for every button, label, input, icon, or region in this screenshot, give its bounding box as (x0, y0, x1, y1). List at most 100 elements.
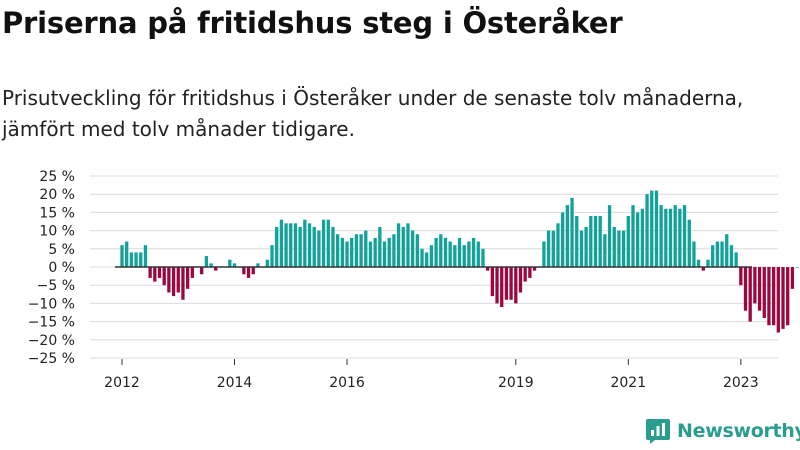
newsworthy-bar-chart-icon (646, 419, 670, 444)
bar (143, 245, 148, 267)
bar (401, 226, 405, 267)
x-tick-label: 2021 (610, 375, 646, 391)
bar (668, 208, 673, 267)
bar (153, 267, 157, 282)
bar (687, 219, 691, 267)
bar (523, 267, 527, 282)
bar (682, 205, 687, 267)
bar (317, 230, 321, 267)
y-tick-label: 10 % (39, 224, 75, 240)
bar (659, 205, 663, 267)
bar (312, 226, 316, 267)
bar (279, 219, 284, 267)
bar (561, 212, 565, 267)
bar (284, 223, 288, 267)
bar (439, 234, 443, 267)
bar (486, 267, 490, 271)
y-tick-label: −20 % (28, 333, 75, 349)
bar (570, 197, 574, 267)
bar (725, 234, 729, 267)
bar (579, 230, 584, 267)
bar (598, 216, 602, 267)
bar (457, 237, 462, 267)
bar (162, 267, 166, 286)
y-tick-label: −15 % (28, 315, 75, 331)
bar (748, 267, 752, 322)
bar (204, 256, 209, 267)
bar (706, 259, 710, 267)
bar (612, 226, 616, 267)
bar (786, 267, 790, 326)
bar (654, 190, 659, 267)
bar (307, 223, 312, 267)
y-tick-label: 25 % (39, 169, 75, 185)
bar (326, 219, 330, 267)
y-tick-label: 20 % (39, 187, 75, 203)
bar (589, 216, 593, 267)
bar (392, 234, 396, 267)
x-axis: 2012201420162019202120232025 (104, 359, 759, 391)
bar (246, 267, 251, 278)
bar (565, 205, 570, 267)
bar (185, 267, 190, 289)
bar (406, 223, 410, 267)
bar (134, 252, 138, 267)
bar (636, 212, 640, 267)
bar (420, 248, 424, 267)
chart-bars (120, 190, 799, 333)
newsworthy-logo[interactable]: Newsworthy (645, 418, 800, 444)
y-tick-label: −25 % (28, 351, 75, 367)
bar (359, 234, 363, 267)
bar (514, 267, 518, 304)
bar (762, 267, 766, 318)
bar (734, 252, 738, 267)
bar (664, 208, 668, 267)
bar (171, 267, 176, 297)
bar (129, 252, 134, 267)
bar (795, 267, 799, 268)
bar (120, 245, 124, 267)
bar (396, 223, 401, 267)
x-tick-label: 2016 (329, 375, 365, 391)
bar (743, 267, 748, 311)
bar (429, 245, 434, 267)
bar (678, 208, 682, 267)
bar (425, 252, 429, 267)
bar (696, 259, 701, 267)
y-tick-label: 0 % (48, 260, 75, 276)
bar (214, 267, 218, 271)
bar (621, 230, 626, 267)
y-tick-label: −5 % (37, 278, 75, 294)
bar (542, 241, 546, 267)
bar (471, 237, 476, 267)
bar (645, 194, 649, 267)
bar (354, 234, 359, 267)
bar (546, 230, 551, 267)
bar (720, 241, 724, 267)
bar (289, 223, 293, 267)
bar (256, 263, 260, 267)
bar (518, 267, 523, 293)
bar (331, 226, 335, 267)
bar (771, 267, 776, 326)
bar (729, 245, 734, 267)
bar (303, 219, 307, 267)
bar (270, 245, 274, 267)
bar (387, 237, 391, 267)
bar (209, 263, 213, 267)
chart-grid (90, 175, 778, 359)
bar (293, 223, 298, 267)
bar (275, 226, 279, 267)
bar (495, 267, 499, 304)
bar (125, 241, 129, 267)
x-tick-label: 2019 (498, 375, 534, 391)
bar (490, 267, 494, 297)
y-tick-label: −10 % (28, 296, 75, 312)
bar (575, 216, 579, 267)
x-tick-label: 2014 (217, 375, 253, 391)
bar (701, 267, 705, 271)
bar (607, 205, 612, 267)
bar (157, 267, 162, 278)
bar (321, 219, 326, 267)
y-tick-label: 15 % (39, 205, 75, 221)
